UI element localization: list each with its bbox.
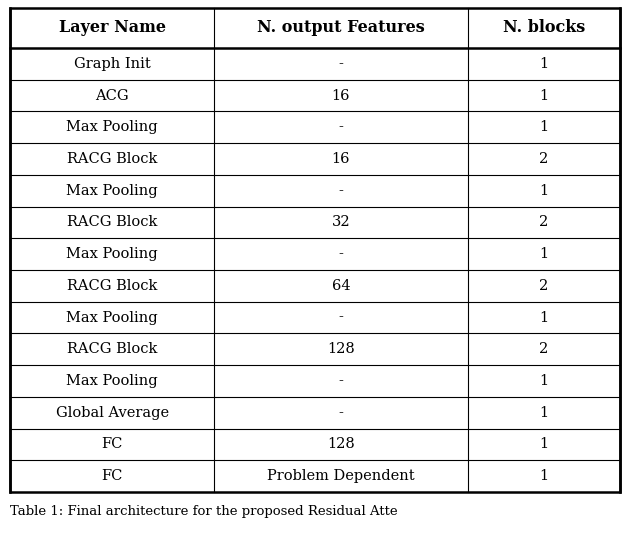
Text: RACG Block: RACG Block (67, 152, 158, 166)
Text: 2: 2 (539, 152, 548, 166)
Text: FC: FC (101, 469, 123, 483)
Text: 1: 1 (539, 57, 548, 71)
Text: RACG Block: RACG Block (67, 279, 158, 293)
Text: Table 1: Final architecture for the proposed Residual Atte: Table 1: Final architecture for the prop… (10, 505, 398, 518)
Text: Max Pooling: Max Pooling (66, 120, 158, 134)
Text: -: - (338, 120, 343, 134)
Text: FC: FC (101, 437, 123, 452)
Text: 16: 16 (331, 152, 350, 166)
Text: Graph Init: Graph Init (74, 57, 151, 71)
Bar (10, 8, 620, 492)
Text: 2: 2 (539, 342, 548, 356)
Text: -: - (338, 57, 343, 71)
Text: 1: 1 (539, 184, 548, 197)
Text: Max Pooling: Max Pooling (66, 247, 158, 261)
Text: 1: 1 (539, 247, 548, 261)
Text: -: - (338, 247, 343, 261)
Text: Max Pooling: Max Pooling (66, 374, 158, 388)
Text: 1: 1 (539, 469, 548, 483)
Text: -: - (338, 311, 343, 325)
Text: Max Pooling: Max Pooling (66, 184, 158, 197)
Text: 2: 2 (539, 215, 548, 230)
Text: 1: 1 (539, 406, 548, 420)
Text: 1: 1 (539, 311, 548, 325)
Text: 1: 1 (539, 374, 548, 388)
Text: -: - (338, 184, 343, 197)
Text: Global Average: Global Average (55, 406, 169, 420)
Text: 2: 2 (539, 279, 548, 293)
Text: Layer Name: Layer Name (59, 20, 166, 36)
Text: -: - (338, 374, 343, 388)
Text: 32: 32 (331, 215, 350, 230)
Text: -: - (338, 406, 343, 420)
Text: Problem Dependent: Problem Dependent (267, 469, 415, 483)
Text: 1: 1 (539, 89, 548, 103)
Text: 16: 16 (331, 89, 350, 103)
Text: 128: 128 (327, 437, 355, 452)
Text: N. output Features: N. output Features (257, 20, 425, 36)
Text: 64: 64 (331, 279, 350, 293)
Text: 1: 1 (539, 437, 548, 452)
Text: N. blocks: N. blocks (503, 20, 585, 36)
Text: ACG: ACG (95, 89, 129, 103)
Text: 1: 1 (539, 120, 548, 134)
Text: RACG Block: RACG Block (67, 215, 158, 230)
Text: Max Pooling: Max Pooling (66, 311, 158, 325)
Text: 128: 128 (327, 342, 355, 356)
Text: RACG Block: RACG Block (67, 342, 158, 356)
